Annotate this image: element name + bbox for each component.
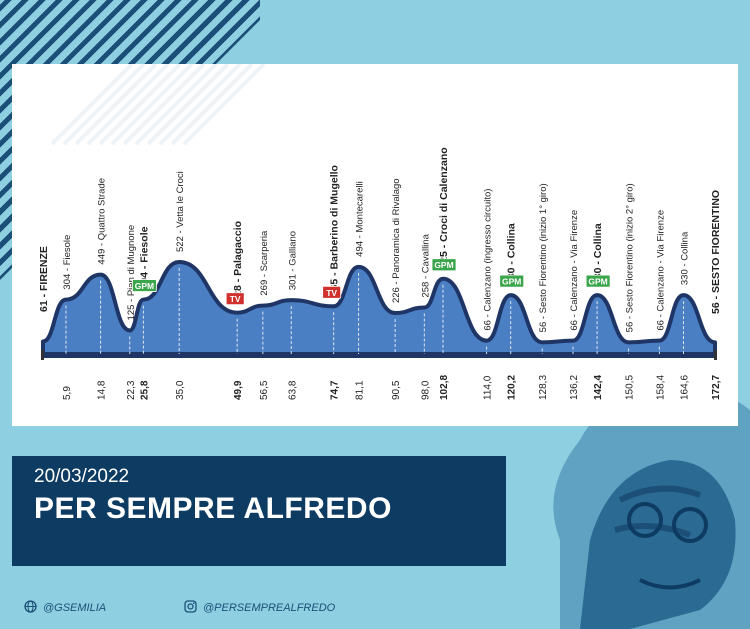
gpm-badge [585, 274, 611, 288]
km-label: 49,9 [233, 380, 244, 400]
location-label: 66 - Calenzano (ingresso circuito) [483, 189, 494, 331]
background-hatch [122, 62, 206, 146]
gpm-badge [131, 279, 157, 292]
background-hatch [86, 62, 170, 146]
km-label: 35,0 [175, 380, 186, 400]
profile-baseline [43, 354, 715, 358]
km-label: 74,7 [330, 380, 341, 400]
portrait-illustration [553, 389, 750, 629]
event-title: PER SEMPRE ALFREDO [34, 492, 392, 525]
background-hatch [98, 62, 182, 146]
tv-badge [225, 292, 245, 306]
location-label: 522 - Vetta le Croci [175, 171, 186, 252]
footer-website[interactable]: @GSEMILIA [24, 600, 106, 616]
km-label: 102,8 [439, 375, 450, 400]
location-label: 61 - FIRENZE [38, 246, 50, 312]
location-label: 265 - Barberino di Mugello [329, 165, 341, 296]
location-label: 330 - Collina [679, 231, 690, 285]
title-box: 20/03/2022 PER SEMPRE ALFREDO [12, 456, 506, 566]
location-label: 56 - SESTO FIORENTINO [710, 190, 722, 314]
km-label: 136,2 [569, 375, 580, 400]
location-label: 330 - Collina [506, 223, 518, 285]
background-hatch [170, 62, 254, 146]
instagram-handle: @PERSEMPREALFREDO [203, 602, 336, 614]
km-label: 14,8 [97, 380, 108, 400]
location-label: 425 - Croci di Calenzano [438, 147, 450, 268]
km-label: 158,4 [655, 375, 666, 400]
route-profile-panel: 61 - FIRENZE 5,9 304 - Fiesole 14,8 449 - Qu… [12, 62, 738, 426]
background-hatch [62, 62, 146, 146]
location-label: 258 - Cavallina [420, 233, 431, 297]
location-label: 228 - Palagaccio [232, 221, 244, 303]
gpm-badge-label: GPM [502, 277, 521, 287]
globe-icon [24, 600, 37, 616]
footer-instagram[interactable]: @PERSEMPREALFREDO [184, 600, 335, 616]
location-label: 269 - Scarperia [259, 230, 270, 296]
tv-badge-label: TV [230, 294, 241, 304]
elevation-area [41, 260, 717, 356]
km-label: 5,9 [62, 386, 73, 400]
km-label: 98,0 [420, 380, 431, 400]
location-label: 301 - Galliano [287, 231, 298, 290]
location-label: 125 - Pian di Mugnone [126, 225, 137, 321]
finish-marker [714, 350, 717, 360]
km-label: 63,8 [287, 380, 298, 400]
event-date: 20/03/2022 [34, 466, 130, 487]
km-label: 150,5 [625, 375, 636, 400]
location-label: 56 - Sesto Fiorentino (inizio 2° giro) [625, 183, 636, 332]
instagram-icon [184, 600, 197, 616]
km-label: 114,0 [483, 375, 494, 400]
background-hatch [158, 62, 242, 146]
background-hatch [74, 62, 158, 146]
location-label: 226 - Panoramica di Rivalago [391, 178, 402, 303]
location-label: 56 - Sesto Fiorentino (inizio 1° giro) [538, 183, 549, 332]
background-hatch [50, 62, 134, 146]
tv-badge [322, 285, 342, 299]
location-label: 330 - Collina [592, 223, 604, 285]
background-hatch [182, 62, 266, 146]
location-label: 304 - Fiesole [62, 235, 73, 290]
location-label: 66 - Calenzano - Via Firenze [655, 210, 666, 331]
km-label: 90,5 [391, 380, 402, 400]
km-label: 56,5 [259, 380, 270, 400]
km-label: 81,1 [355, 380, 366, 400]
gpm-badge-label: GPM [588, 277, 607, 287]
website-handle: @GSEMILIA [43, 602, 107, 614]
km-label: 25,8 [139, 380, 150, 400]
tv-badge-label: TV [326, 288, 337, 298]
km-label: 128,3 [538, 375, 549, 400]
km-label: 120,2 [507, 375, 518, 400]
gpm-badge-label: GPM [434, 260, 453, 270]
background-hatch [146, 62, 230, 146]
km-label: 172,7 [711, 375, 722, 400]
location-label: 449 - Quattro Strade [97, 178, 108, 265]
location-label: 304 - Fiesole [138, 226, 150, 289]
km-label: 164,6 [679, 375, 690, 400]
km-label: 22,3 [126, 380, 137, 400]
gpm-badge-label: GPM [135, 281, 154, 291]
gpm-badge [499, 274, 525, 288]
elevation-profile-chart: 61 - FIRENZE 5,9 304 - Fiesole 14,8 449 - Qu… [38, 62, 722, 400]
start-marker [41, 350, 44, 360]
location-label: 494 - Montecarelli [355, 181, 366, 257]
gpm-badge [431, 258, 457, 272]
km-label: 142,4 [593, 375, 604, 400]
location-label: 66 - Calenzano - Via Firenze [569, 210, 580, 331]
background-hatch [134, 62, 218, 146]
background-hatch [110, 62, 194, 146]
